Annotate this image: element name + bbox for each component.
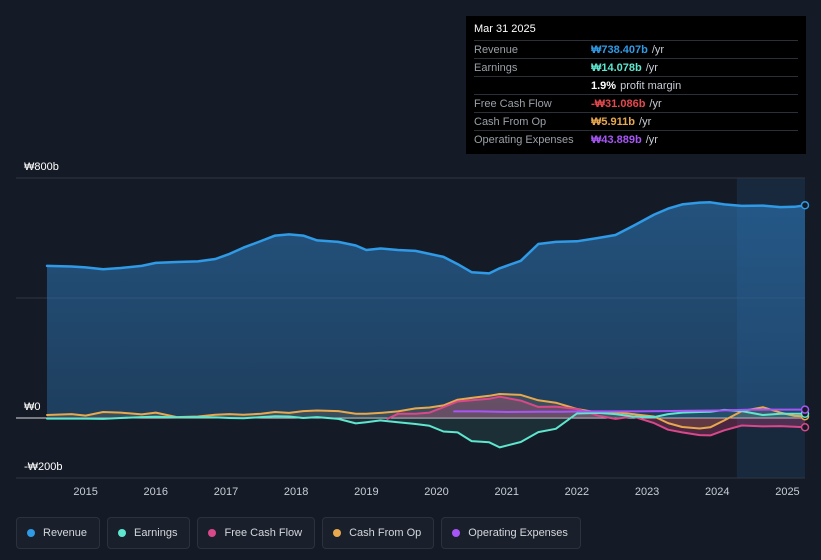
earnings-line (46, 408, 806, 449)
tooltip-row: Earnings ₩14.078b/yr (474, 58, 798, 76)
tooltip-label: Operating Expenses (474, 133, 574, 146)
tooltip-value: -₩31.086b (591, 97, 646, 110)
tooltip-row: Operating Expenses ₩43.889b/yr (474, 130, 798, 148)
opex-line (453, 408, 806, 413)
legend-label: Operating Expenses (468, 527, 568, 539)
tooltip-unit: /yr (649, 97, 662, 110)
x-tick-label: 2015 (73, 486, 97, 498)
legend-item-free-cash-flow[interactable]: Free Cash Flow (197, 517, 316, 549)
tooltip-label: Earnings (474, 61, 518, 74)
earnings-area (47, 409, 805, 448)
tooltip-unit: /yr (651, 43, 665, 56)
tooltip-unit: /yr (639, 115, 652, 128)
tooltip-row: Revenue ₩738.407b/yr (474, 40, 798, 58)
tooltip-value: ₩14.078b (591, 61, 642, 74)
legend-dot-icon (452, 529, 461, 537)
fcf-line (386, 395, 806, 437)
cfo-area (47, 394, 805, 429)
tooltip-date: Mar 31 2025 (474, 23, 536, 35)
tooltip-label: Cash From Op (474, 115, 547, 128)
x-tick-label: 2016 (144, 486, 168, 498)
revenue-endpoint (800, 201, 810, 210)
tooltip-row: 1.9% profit margin (474, 76, 798, 94)
legend-dot-icon (208, 529, 217, 537)
x-tick-label: 2025 (775, 486, 799, 498)
tooltip-row: Cash From Op ₩5.911b/yr (474, 112, 798, 130)
x-tick-label: 2022 (565, 486, 589, 498)
legend-label: Earnings (134, 527, 178, 539)
legend-dot-icon (333, 529, 342, 537)
y-tick-label: ₩0 (24, 401, 41, 413)
tooltip-value: ₩738.407b (591, 43, 648, 56)
tooltip-value: ₩5.911b (591, 115, 636, 128)
tooltip-unit: /yr (645, 61, 658, 74)
y-tick-label: ₩800b (24, 161, 59, 173)
tooltip-value: ₩43.889b (591, 133, 642, 146)
legend-item-operating-expenses[interactable]: Operating Expenses (441, 517, 581, 549)
legend-label: Revenue (43, 527, 88, 539)
tooltip-label: Free Cash Flow (474, 97, 552, 110)
y-tick-label: -₩200b (24, 461, 63, 473)
legend-item-earnings[interactable]: Earnings (107, 517, 191, 549)
x-tick-label: 2021 (494, 486, 518, 498)
x-tick-label: 2018 (284, 486, 308, 498)
legend: Revenue Earnings Free Cash Flow Cash From O… (16, 517, 588, 549)
revenue-line (45, 201, 807, 275)
tooltip-value: 1.9% (591, 79, 617, 92)
x-tick-label: 2023 (635, 486, 659, 498)
x-tick-label: 2017 (214, 486, 238, 498)
chart-area: ₩800b ₩0 -₩200b 2015 2016 2017 2018 2019 2020 202… (16, 161, 810, 498)
tooltip-label: Revenue (474, 43, 519, 56)
legend-dot-icon (27, 529, 35, 537)
x-tick-label: 2020 (424, 486, 448, 498)
x-tick-label: 2019 (354, 486, 378, 498)
fcf-endpoint (800, 423, 810, 432)
x-tick-label: 2024 (705, 486, 729, 498)
tooltip-unit: /yr (645, 133, 658, 146)
legend-item-cash-from-op[interactable]: Cash From Op (322, 517, 435, 549)
legend-item-revenue[interactable]: Revenue (16, 517, 101, 549)
tooltip-unit: profit margin (620, 79, 682, 92)
tooltip-row: Free Cash Flow -₩31.086b/yr (474, 94, 798, 112)
legend-label: Free Cash Flow (224, 527, 303, 539)
tooltip: Mar 31 2025 Revenue ₩738.407b/yr Earnings ₩… (466, 16, 806, 154)
revenue-area (47, 202, 805, 418)
legend-dot-icon (118, 529, 127, 537)
legend-label: Cash From Op (349, 527, 422, 539)
opex-endpoint (800, 405, 810, 414)
